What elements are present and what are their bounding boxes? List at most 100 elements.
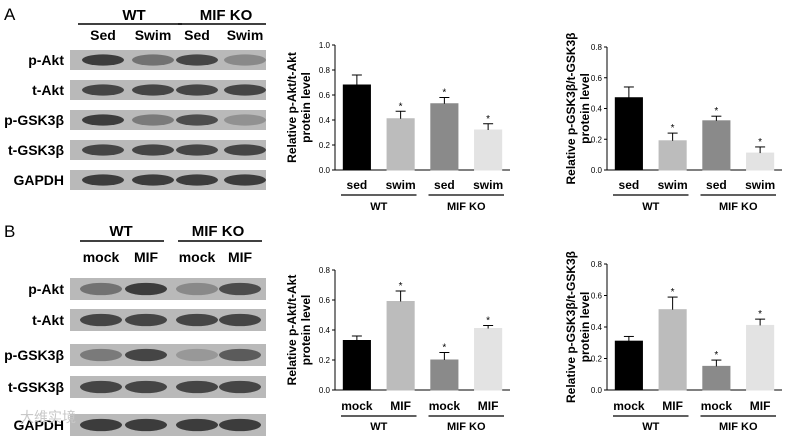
blot-group-label: MIF KO <box>192 223 245 240</box>
blot-strip <box>70 309 266 331</box>
blot-band <box>219 282 261 296</box>
blot-band <box>132 174 174 186</box>
blot-band <box>176 418 218 432</box>
group-label: MIF KO <box>447 201 486 213</box>
blot-band <box>125 282 167 296</box>
x-tick-label: MIF <box>390 399 411 413</box>
blot-band <box>224 144 266 156</box>
blot-band <box>125 348 167 362</box>
group-label: MIF KO <box>719 421 758 433</box>
x-tick-label: mock <box>429 399 461 413</box>
y-tick-label: 0.2 <box>591 135 603 144</box>
significance-marker: * <box>486 114 490 125</box>
blot-lane-label: Swim <box>135 27 172 43</box>
blot-band <box>176 144 218 156</box>
blot-band <box>176 54 218 66</box>
y-tick-label: 0.6 <box>591 74 603 83</box>
blot-row-label: GAPDH <box>13 172 64 188</box>
blot-band <box>82 54 124 66</box>
blot-band <box>132 54 174 66</box>
bar <box>614 340 643 391</box>
significance-marker: * <box>399 101 403 112</box>
bar <box>474 328 503 391</box>
y-tick-label: 0.8 <box>591 43 603 52</box>
blot-band <box>219 380 261 394</box>
blot-strip <box>70 344 266 366</box>
y-tick-label: 0.2 <box>319 356 331 365</box>
y-tick-label: 0.8 <box>319 266 331 275</box>
bar <box>746 152 775 171</box>
blot-band <box>176 84 218 96</box>
bar-chart-1: 0.0 0.2 0.4 0.6 0.8 1.0 Relative p-Akt/t-Akt pr… <box>285 41 510 213</box>
blot-band <box>176 348 218 362</box>
blot-row-label: t-GSK3β <box>8 379 64 395</box>
bar <box>342 340 371 391</box>
bar <box>658 309 687 391</box>
blot-band <box>80 380 122 394</box>
blot-band <box>80 282 122 296</box>
blot-band <box>125 380 167 394</box>
x-tick-label: MIF <box>478 399 499 413</box>
significance-marker: * <box>399 281 403 292</box>
blot-lane-label: Sed <box>184 27 210 43</box>
blot-band <box>125 418 167 432</box>
blot-lane-label: Sed <box>90 27 116 43</box>
significance-marker: * <box>758 137 762 148</box>
y-axis-label-line2: protein level <box>299 72 313 143</box>
blot-panel-b: B WT MIF KO mock MIF mock MIF p-Akt t-Akt p-GSK3β… <box>4 222 266 436</box>
blot-panel-a: A WT MIF KO Sed Swim Sed Swim p-Akt t-Akt p-GSK3β… <box>4 5 266 190</box>
panel-letter: A <box>4 5 16 24</box>
blot-strip <box>70 414 266 436</box>
blot-lane-label: Swim <box>227 27 264 43</box>
blot-band <box>176 174 218 186</box>
blot-row-label: t-Akt <box>32 312 64 328</box>
blot-band <box>82 144 124 156</box>
blot-band <box>176 380 218 394</box>
y-axis-label-line2: protein level <box>578 73 592 144</box>
bar <box>658 140 687 171</box>
blot-row-label: p-Akt <box>28 281 64 297</box>
blot-band <box>176 282 218 296</box>
bar <box>386 118 415 171</box>
y-tick-label: 0.4 <box>591 323 603 332</box>
y-axis-label-line2: protein level <box>299 295 313 366</box>
x-tick-label: swim <box>745 178 775 192</box>
bar-chart-2: 0.0 0.2 0.4 0.6 0.8 Relative p-GSK3β/t-GSK3β p… <box>564 32 782 213</box>
blot-band <box>82 84 124 96</box>
bar <box>746 324 775 391</box>
panel-letter: B <box>4 222 15 241</box>
x-tick-label: MIF <box>750 399 771 413</box>
y-tick-label: 0.6 <box>319 91 331 100</box>
x-tick-label: sed <box>434 178 455 192</box>
x-tick-label: swim <box>473 178 503 192</box>
x-tick-label: sed <box>619 178 640 192</box>
blot-band <box>224 174 266 186</box>
significance-marker: * <box>671 123 675 134</box>
significance-marker: * <box>671 287 675 298</box>
blot-band <box>219 348 261 362</box>
blot-band <box>82 174 124 186</box>
blot-group-label: MIF KO <box>200 7 253 24</box>
y-axis-label-line1: Relative p-GSK3β/t-GSK3β <box>564 32 578 184</box>
x-tick-label: mock <box>613 399 645 413</box>
blot-strip <box>70 376 266 398</box>
y-tick-label: 1.0 <box>319 41 331 50</box>
blot-row-label: GAPDH <box>13 417 64 433</box>
blot-lane-label: mock <box>83 249 120 265</box>
y-tick-label: 0.0 <box>319 386 331 395</box>
blot-band <box>80 418 122 432</box>
blot-group-label: WT <box>122 7 145 24</box>
y-tick-label: 0.6 <box>591 292 603 301</box>
group-label: WT <box>642 201 659 213</box>
blot-band <box>132 114 174 126</box>
y-tick-label: 0.2 <box>591 355 603 364</box>
x-tick-label: swim <box>658 178 688 192</box>
group-label: WT <box>370 201 387 213</box>
y-tick-label: 0.6 <box>319 296 331 305</box>
significance-marker: * <box>714 350 718 361</box>
group-label: WT <box>642 421 659 433</box>
blot-strip <box>70 278 266 300</box>
bar <box>430 359 459 391</box>
blot-band <box>125 313 167 327</box>
blot-band <box>224 84 266 96</box>
